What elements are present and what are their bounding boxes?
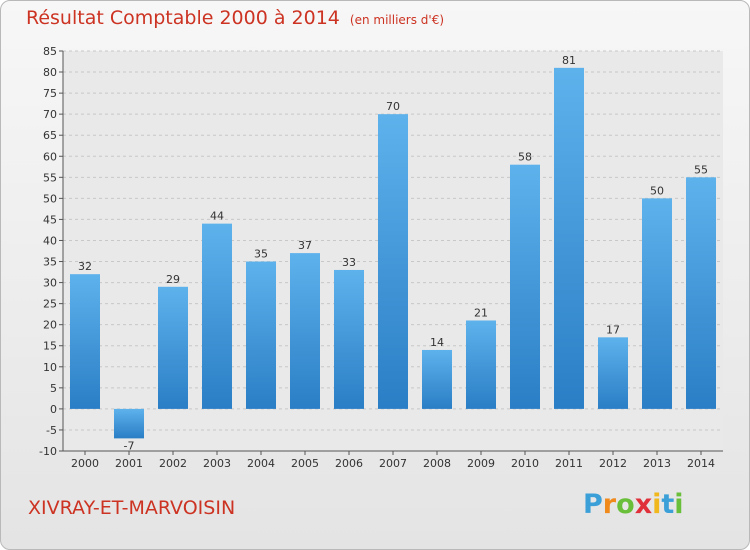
data-label: 32: [78, 260, 92, 273]
chart-subtitle: (en milliers d'€): [349, 13, 445, 27]
bar: [554, 67, 584, 409]
x-tick-label: 2008: [423, 457, 451, 470]
x-tick-label: 2005: [291, 457, 319, 470]
data-label: 33: [342, 256, 356, 269]
y-tick-label: 10: [43, 361, 57, 374]
y-tick-label: 15: [43, 340, 57, 353]
y-tick-label: 20: [43, 319, 57, 332]
y-tick-label: 85: [43, 45, 57, 58]
data-label: 58: [518, 151, 532, 164]
chart-title: Résultat Comptable 2000 à 2014: [26, 7, 340, 29]
bar: [246, 261, 276, 409]
y-tick-label: 60: [43, 150, 57, 163]
data-label: 44: [210, 210, 224, 223]
y-tick-label: 55: [43, 171, 57, 184]
x-tick-label: 2010: [511, 457, 539, 470]
y-tick-label: 65: [43, 129, 57, 142]
logo-letter: x: [634, 489, 653, 520]
y-tick-label: 25: [43, 298, 57, 311]
bar: [202, 223, 232, 409]
data-label: 29: [166, 273, 180, 286]
logo-letter: o: [616, 489, 635, 520]
data-label: 50: [650, 184, 664, 197]
x-tick-label: 2003: [203, 457, 231, 470]
y-tick-label: 75: [43, 87, 57, 100]
bar: [158, 286, 188, 409]
data-label: 21: [474, 306, 488, 319]
data-label: 70: [386, 100, 400, 113]
bar: [642, 198, 672, 409]
y-tick-label: 80: [43, 66, 57, 79]
logo-letter: r: [602, 489, 617, 520]
data-label: 55: [694, 163, 708, 176]
proxiti-logo: Proxiti: [583, 489, 684, 520]
y-tick-label: 40: [43, 234, 57, 247]
x-tick-label: 2001: [115, 457, 143, 470]
x-tick-label: 2006: [335, 457, 363, 470]
bar: [466, 320, 496, 409]
y-tick-label: 50: [43, 192, 57, 205]
data-label: 37: [298, 239, 312, 252]
data-label: 14: [430, 336, 444, 349]
bar: [378, 114, 408, 409]
x-tick-label: 2009: [467, 457, 495, 470]
logo-letter: t: [661, 489, 675, 520]
x-tick-label: 2004: [247, 457, 275, 470]
x-tick-label: 2007: [379, 457, 407, 470]
data-label: 35: [254, 248, 268, 261]
y-tick-label: 35: [43, 256, 57, 269]
y-tick-label: 45: [43, 213, 57, 226]
logo-letter: i: [652, 489, 662, 520]
data-label: 81: [562, 54, 576, 67]
x-tick-label: 2011: [555, 457, 583, 470]
logo-letter: i: [674, 489, 684, 520]
bar: [290, 253, 320, 409]
data-label: 17: [606, 323, 620, 336]
y-tick-label: 30: [43, 277, 57, 290]
commune-name: XIVRAY-ET-MARVOISIN: [28, 497, 236, 519]
bar: [686, 177, 716, 409]
bar: [334, 269, 364, 409]
bar: [70, 274, 100, 409]
x-tick-label: 2002: [159, 457, 187, 470]
title-group: Résultat Comptable 2000 à 2014 (en millie…: [26, 7, 444, 29]
x-tick-label: 2014: [687, 457, 715, 470]
x-tick-label: 2013: [643, 457, 671, 470]
x-tick-label: 2000: [71, 457, 99, 470]
y-tick-label: 70: [43, 108, 57, 121]
y-tick-label: -5: [46, 424, 57, 437]
bar: [598, 337, 628, 409]
y-tick-label: 0: [50, 403, 57, 416]
y-tick-label: -10: [39, 445, 57, 458]
bar: [422, 349, 452, 409]
logo-letter: P: [583, 489, 603, 520]
bar: [510, 164, 540, 409]
bar: [114, 408, 144, 439]
y-tick-label: 5: [50, 382, 57, 395]
x-tick-label: 2012: [599, 457, 627, 470]
data-label: -7: [124, 439, 135, 452]
